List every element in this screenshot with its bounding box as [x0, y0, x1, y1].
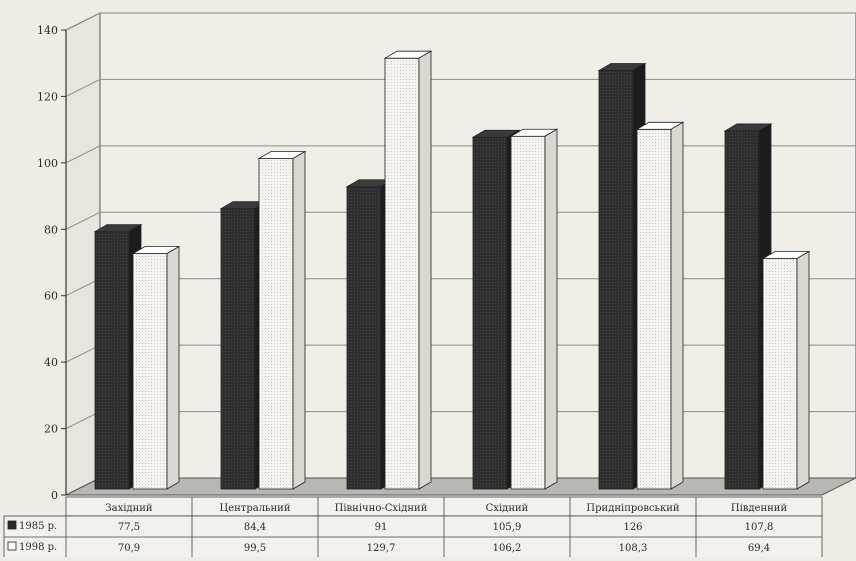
y-tick-label: 100: [37, 157, 58, 170]
gridline-side: [65, 344, 101, 363]
data-label: 70,9: [118, 543, 140, 554]
bar-side: [670, 121, 684, 490]
bar-side: [166, 245, 180, 490]
gridline-side: [65, 278, 101, 297]
bar-front: [132, 253, 168, 490]
y-tick-label: 20: [44, 423, 58, 436]
bar-front: [258, 158, 294, 490]
legend-label: 1998 р.: [19, 542, 57, 553]
data-label: 108,3: [619, 543, 648, 554]
bar-front: [346, 186, 382, 490]
gridline-side: [65, 78, 101, 97]
bar-front: [220, 208, 256, 490]
x-category-label: Центральний: [220, 503, 291, 514]
bar-front: [762, 258, 798, 490]
y-tick-label: 140: [37, 24, 58, 37]
data-label: 77,5: [118, 522, 140, 533]
data-label: 106,2: [493, 543, 522, 554]
bar-side: [544, 128, 558, 490]
bar-front: [472, 136, 508, 490]
x-category-label: Південний: [731, 503, 788, 514]
y-tick-label: 60: [44, 290, 58, 303]
bar-1998: [383, 50, 433, 490]
gridline-side: [65, 145, 101, 164]
bar-1985: [471, 129, 521, 490]
gridline-side: [65, 411, 101, 430]
data-label: 129,7: [367, 543, 396, 554]
bar-front: [724, 130, 760, 490]
legend-label: 1985 р.: [19, 521, 57, 532]
bar-1998: [761, 250, 811, 490]
x-category-label: Західний: [105, 503, 153, 514]
y-tick-label: 40: [44, 356, 58, 369]
chart-bars: [93, 50, 811, 490]
data-label: 99,5: [244, 543, 266, 554]
data-label: 91: [375, 522, 388, 533]
y-tick-label: 0: [51, 489, 58, 502]
bar-front: [384, 57, 420, 490]
bar-1998: [131, 245, 181, 490]
y-tick-label: 120: [37, 90, 58, 103]
x-category-label: Північно-Східний: [335, 503, 428, 514]
bar-1998: [635, 121, 685, 490]
data-label: 107,8: [745, 522, 774, 533]
legend-swatch: [7, 520, 17, 530]
bar-1985: [93, 223, 143, 490]
data-label: 69,4: [748, 543, 770, 554]
bar-side: [292, 150, 306, 490]
bar-front: [636, 128, 672, 490]
data-label: 84,4: [244, 522, 266, 533]
y-tick-label: 80: [44, 223, 58, 236]
data-label: 105,9: [493, 522, 522, 533]
gridline-side: [65, 211, 101, 230]
bar-front: [94, 231, 130, 490]
bar-side: [796, 250, 810, 490]
data-label: 126: [623, 522, 642, 533]
gridline-side: [65, 12, 101, 31]
bar-front: [510, 135, 546, 490]
bar-1998: [509, 128, 559, 490]
bar-1998: [257, 150, 307, 490]
data-table: Західний 77,5 70,9 Центральний 84,4 99,5 Півні…: [3, 496, 823, 559]
bar-front: [598, 70, 634, 490]
x-category-label: Придніпровський: [586, 503, 679, 514]
x-category-label: Східний: [486, 503, 529, 514]
bar-side: [418, 50, 432, 490]
legend-swatch: [7, 541, 17, 551]
